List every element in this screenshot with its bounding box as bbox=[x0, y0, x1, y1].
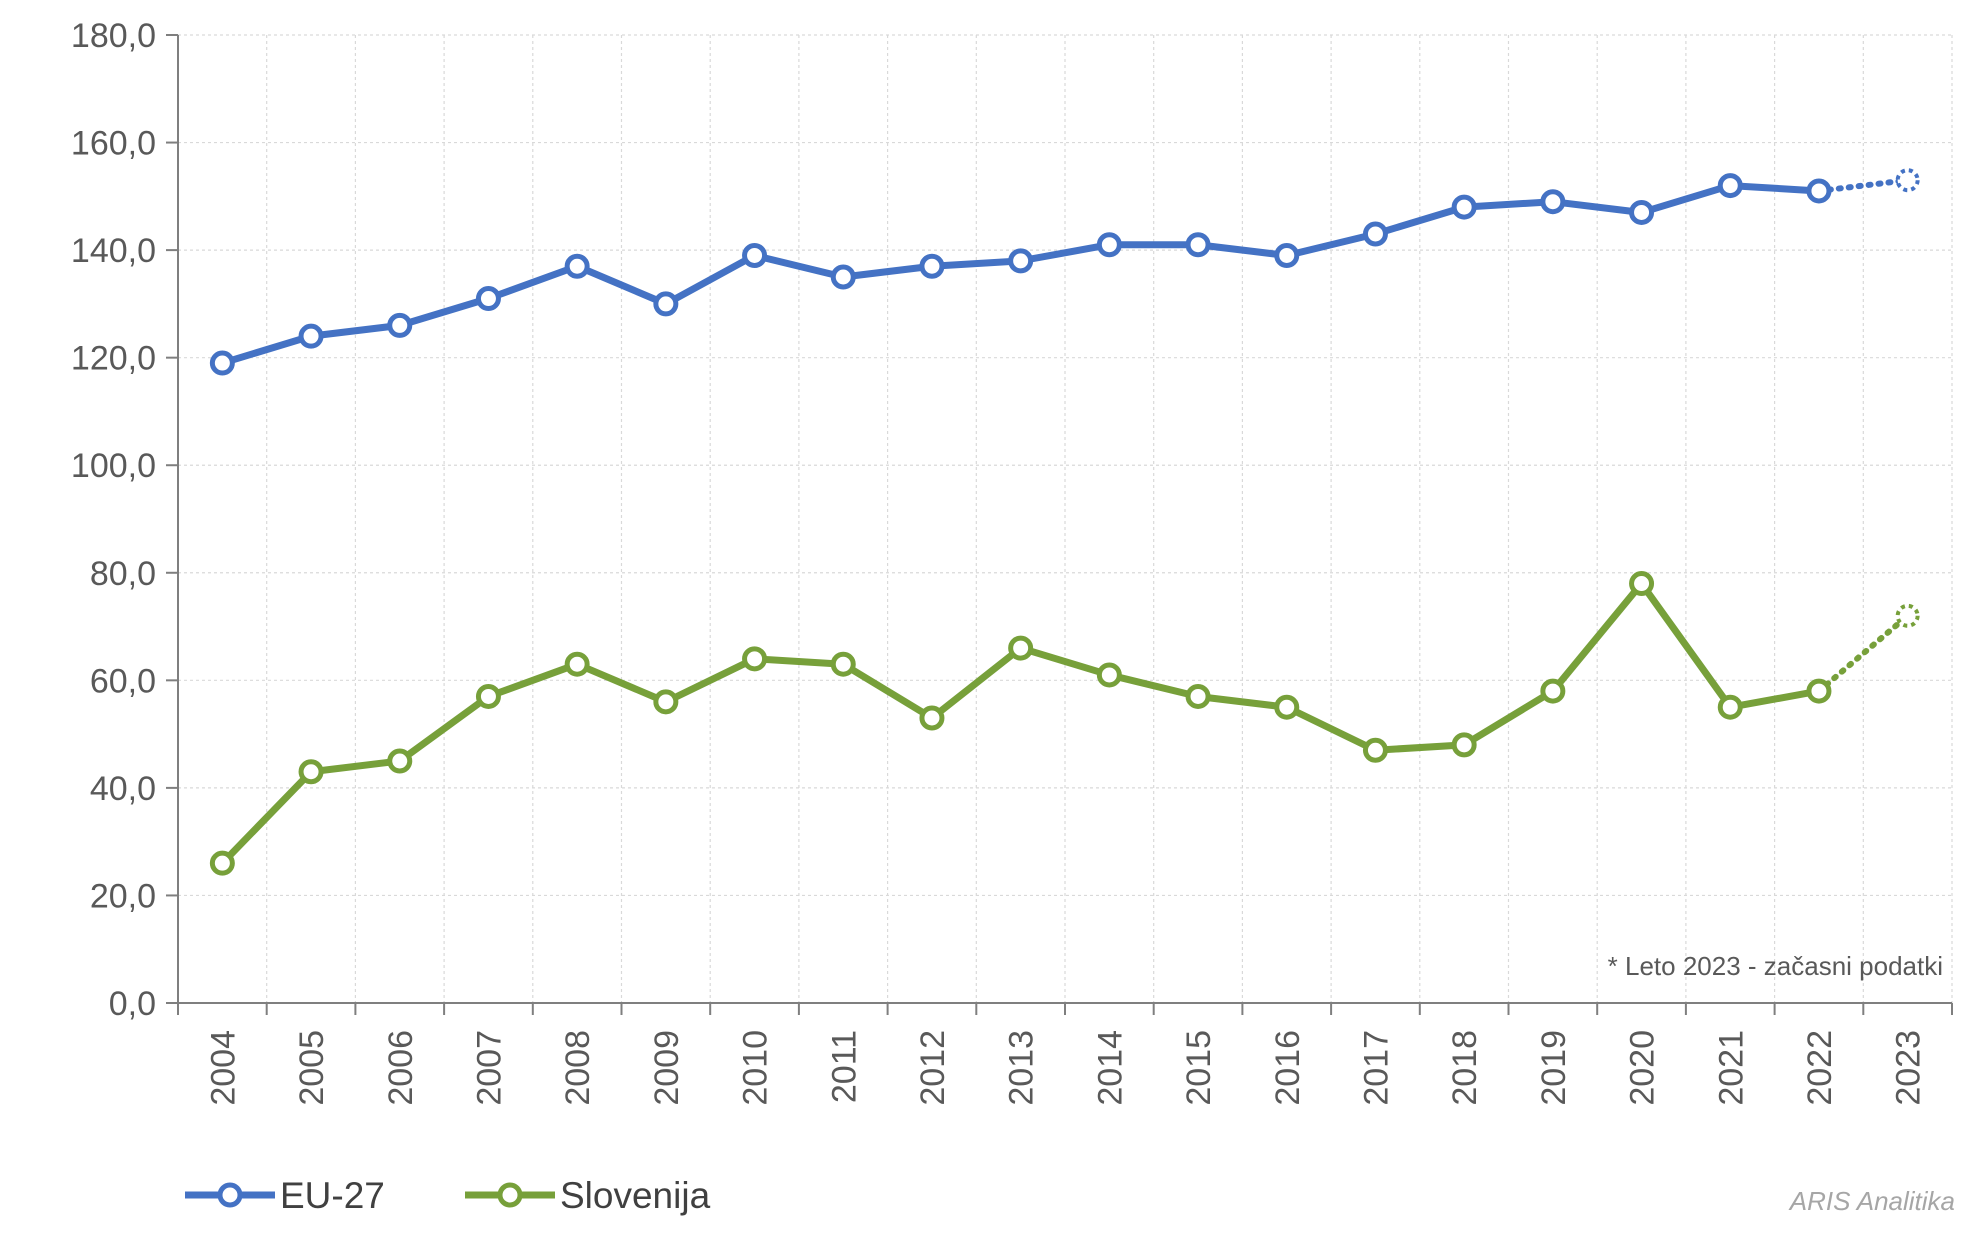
y-tick-label: 160,0 bbox=[71, 125, 156, 163]
data-point-slovenija bbox=[298, 759, 324, 785]
data-point-slovenija bbox=[1895, 603, 1920, 628]
series-line-slovenija bbox=[219, 580, 1820, 866]
x-tick-label: 2007 bbox=[470, 1030, 508, 1106]
x-tick-label: 2009 bbox=[648, 1030, 686, 1106]
x-tick-label: 2018 bbox=[1446, 1030, 1484, 1106]
y-tick-label: 40,0 bbox=[90, 770, 156, 808]
x-tick-label: 2022 bbox=[1801, 1030, 1839, 1106]
x-tick-label: 2021 bbox=[1712, 1030, 1750, 1106]
legend-marker-eu-27 bbox=[217, 1182, 243, 1208]
data-point-slovenija bbox=[653, 689, 679, 715]
legend-label-eu-27: EU-27 bbox=[280, 1175, 385, 1216]
grid-lines bbox=[178, 34, 1953, 1003]
data-point-eu-27 bbox=[1096, 232, 1122, 258]
data-point-slovenija bbox=[1096, 662, 1122, 688]
data-point-slovenija bbox=[1806, 678, 1832, 704]
x-tick-label: 2013 bbox=[1003, 1030, 1041, 1106]
x-tick-label: 2015 bbox=[1180, 1030, 1218, 1106]
data-point-slovenija bbox=[919, 705, 945, 731]
data-point-eu-27 bbox=[1451, 194, 1477, 220]
x-tick-label: 2019 bbox=[1535, 1030, 1573, 1106]
data-point-eu-27 bbox=[1185, 232, 1211, 258]
data-point-eu-27 bbox=[742, 242, 768, 268]
y-tick-label: 100,0 bbox=[71, 447, 156, 485]
data-point-eu-27 bbox=[475, 286, 501, 312]
legend: EU-27 Slovenija bbox=[185, 1175, 711, 1216]
x-tick-label: 2006 bbox=[382, 1030, 420, 1106]
series-lines bbox=[209, 168, 1920, 876]
series-provisional-segment-slovenija bbox=[1815, 612, 1911, 695]
data-point-eu-27 bbox=[1274, 242, 1300, 268]
data-point-slovenija bbox=[564, 651, 590, 677]
data-point-eu-27 bbox=[1362, 221, 1388, 247]
data-point-eu-27 bbox=[564, 253, 590, 279]
series-line-eu-27 bbox=[221, 182, 1820, 367]
data-point-slovenija bbox=[830, 651, 856, 677]
data-point-slovenija bbox=[475, 683, 501, 709]
x-tick-label: 2011 bbox=[825, 1030, 863, 1103]
x-tick-label: 2012 bbox=[914, 1030, 952, 1106]
source-credit: ARIS Analitika bbox=[1788, 1186, 1955, 1216]
data-point-slovenija bbox=[209, 850, 235, 876]
y-tick-label: 180,0 bbox=[71, 17, 156, 55]
y-tick-label: 80,0 bbox=[90, 555, 156, 593]
data-point-slovenija bbox=[1274, 694, 1300, 720]
y-tick-label: 0,0 bbox=[109, 985, 156, 1023]
data-point-slovenija bbox=[1362, 737, 1388, 763]
data-point-eu-27 bbox=[1895, 168, 1920, 193]
y-tick-label: 120,0 bbox=[71, 340, 156, 378]
y-tick-label: 140,0 bbox=[71, 232, 156, 270]
data-point-eu-27 bbox=[387, 312, 413, 338]
x-tick-label: 2005 bbox=[293, 1030, 331, 1106]
y-tick-label: 60,0 bbox=[90, 662, 156, 700]
tick-labels: 0,0 20,0 40,0 60,0 80,0 100,0 120,0 140,0 160,0 1… bbox=[71, 17, 1928, 1106]
data-point-eu-27 bbox=[1629, 199, 1655, 225]
data-point-slovenija bbox=[1451, 732, 1477, 758]
data-point-eu-27 bbox=[298, 323, 324, 349]
legend-marker-slovenija bbox=[497, 1182, 523, 1208]
x-tick-label: 2010 bbox=[737, 1030, 775, 1106]
data-point-slovenija bbox=[1717, 694, 1743, 720]
provisional-data-note: * Leto 2023 - začasni podatki bbox=[1608, 951, 1943, 981]
data-point-slovenija bbox=[387, 748, 413, 774]
data-point-eu-27 bbox=[209, 350, 235, 376]
data-point-slovenija bbox=[1629, 571, 1655, 597]
data-point-slovenija bbox=[1540, 678, 1566, 704]
x-tick-label: 2004 bbox=[204, 1030, 242, 1106]
legend-label-slovenija: Slovenija bbox=[560, 1175, 711, 1216]
data-point-eu-27 bbox=[1717, 173, 1743, 199]
x-tick-label: 2008 bbox=[559, 1030, 597, 1106]
x-tick-label: 2014 bbox=[1091, 1030, 1129, 1106]
series-provisional-segment-eu-27 bbox=[1815, 177, 1911, 194]
data-point-slovenija bbox=[742, 646, 768, 672]
y-tick-label: 20,0 bbox=[90, 877, 156, 915]
data-point-eu-27 bbox=[1540, 189, 1566, 215]
data-point-eu-27 bbox=[830, 264, 856, 290]
axes bbox=[166, 34, 1953, 1015]
x-tick-label: 2020 bbox=[1624, 1030, 1662, 1106]
x-tick-label: 2017 bbox=[1357, 1030, 1395, 1106]
data-point-slovenija bbox=[1008, 635, 1034, 661]
data-point-eu-27 bbox=[1008, 248, 1034, 274]
data-point-slovenija bbox=[1185, 683, 1211, 709]
x-tick-label: 2016 bbox=[1269, 1030, 1307, 1106]
x-tick-label: 2023 bbox=[1890, 1030, 1928, 1106]
data-point-eu-27 bbox=[919, 253, 945, 279]
data-point-eu-27 bbox=[1806, 178, 1832, 204]
data-point-eu-27 bbox=[653, 291, 679, 317]
